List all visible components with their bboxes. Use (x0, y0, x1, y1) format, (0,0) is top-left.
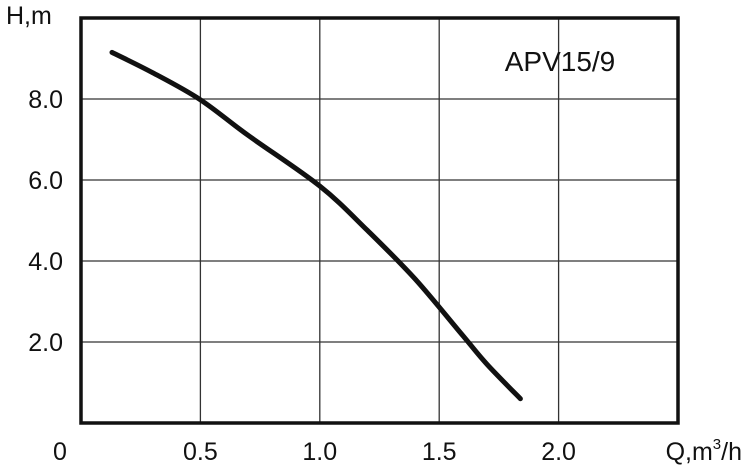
x-tick-label: 0 (53, 438, 67, 466)
x-axis-label-superscript: 3 (713, 436, 721, 453)
x-tick-label: 1.5 (422, 438, 457, 466)
x-tick-label: 1.0 (302, 438, 337, 466)
series-line (109, 49, 523, 402)
y-tick-label: 6.0 (28, 167, 63, 195)
x-axis-label: Q,m3/h (666, 436, 742, 466)
x-tick-label: 2.0 (541, 438, 576, 466)
y-tick-label: 4.0 (28, 248, 63, 276)
plot-frame (79, 16, 680, 425)
x-tick-label: 0.5 (183, 438, 218, 466)
grid (81, 18, 678, 423)
y-tick-label: 2.0 (28, 329, 63, 357)
x-axis-label-main: Q,m (666, 438, 713, 466)
series: APV15/9 (109, 46, 616, 402)
y-axis-label: H,m (6, 2, 52, 30)
y-axis-ticks: 2.0 4.0 6.0 8.0 (28, 86, 63, 357)
y-tick-label: 8.0 (28, 86, 63, 114)
series-label: APV15/9 (505, 46, 616, 77)
x-axis-label-tail: /h (721, 438, 742, 466)
x-axis-ticks: 0 0.5 1.0 1.5 2.0 (53, 438, 576, 466)
